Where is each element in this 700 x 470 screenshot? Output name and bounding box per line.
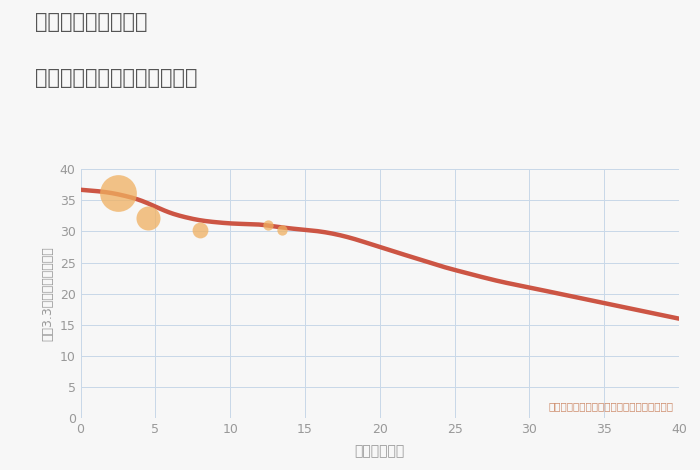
X-axis label: 築年数（年）: 築年数（年） [355,445,405,459]
Y-axis label: 坪（3.3㎡）単価（万円）: 坪（3.3㎡）単価（万円） [41,246,54,341]
Point [142,214,153,221]
Text: 円の大きさは、取引のあった物件面積を示す: 円の大きさは、取引のあった物件面積を示す [548,401,673,411]
Point [195,226,206,234]
Text: 築年数別中古マンション価格: 築年数別中古マンション価格 [35,68,197,88]
Point [112,189,123,196]
Text: 岐阜県関市下之保の: 岐阜県関市下之保の [35,12,148,32]
Point [277,227,288,234]
Point [262,221,273,229]
